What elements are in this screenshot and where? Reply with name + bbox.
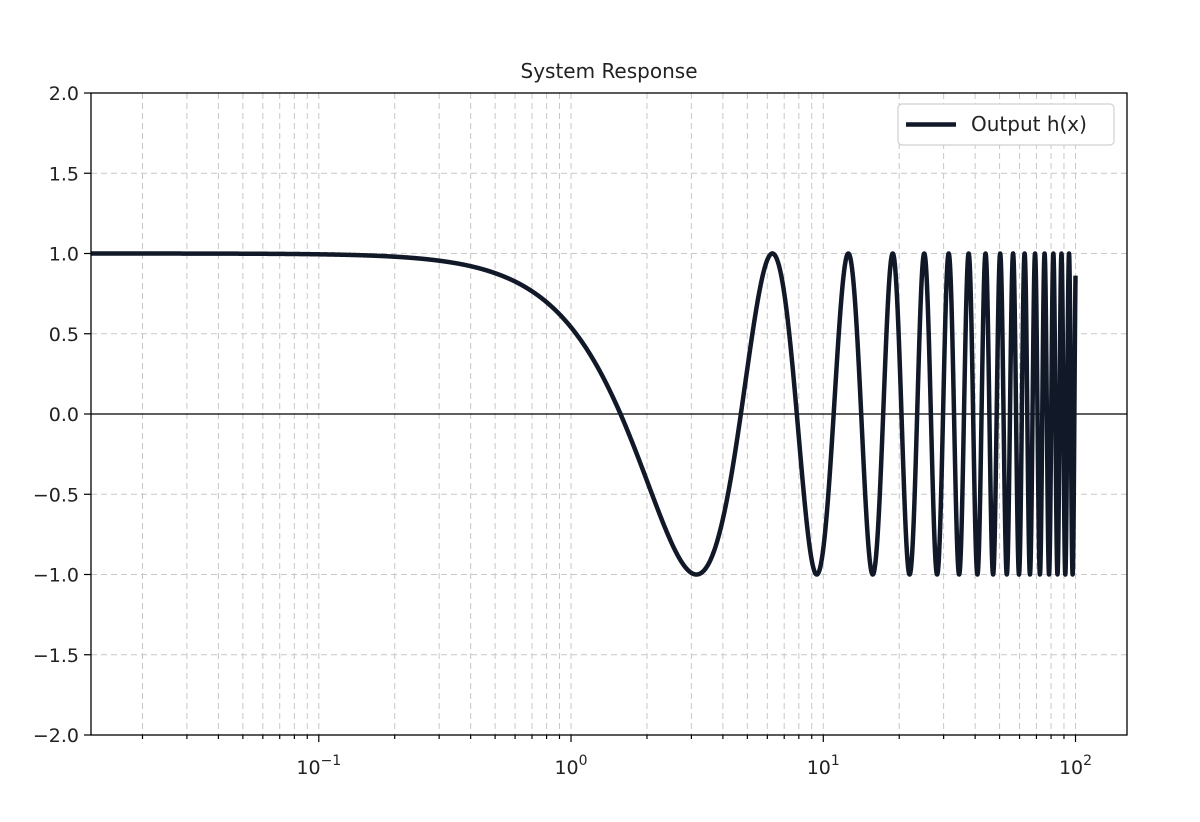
y-tick-label: 1.0 xyxy=(49,244,79,266)
y-tick-label: 0.0 xyxy=(49,404,79,426)
series-line-output xyxy=(88,251,1078,577)
y-tick-label: 2.0 xyxy=(49,83,79,105)
y-tick-label: −2.0 xyxy=(33,725,79,747)
y-tick-label: 1.5 xyxy=(49,163,79,185)
legend-label-output: Output h(x) xyxy=(971,112,1087,136)
series-layer xyxy=(88,251,1078,577)
x-tick-label: 102 xyxy=(1059,753,1092,779)
axis-ticks: 2.0 1.5 1.0 0.5 0.0 −0.5 −1.0 −1.5 −2.0 10−1 100 10… xyxy=(33,83,1092,779)
y-tick-label: −0.5 xyxy=(33,484,79,506)
y-tick-label: −1.0 xyxy=(33,565,79,587)
y-tick-label: −1.5 xyxy=(33,645,79,667)
legend-box xyxy=(897,103,1115,146)
y-tick-label: 0.5 xyxy=(49,324,79,346)
x-tick-label: 10−1 xyxy=(296,753,341,779)
x-tick-label: 100 xyxy=(554,753,587,779)
x-tick-label: 101 xyxy=(807,753,840,779)
chart-title: System Response xyxy=(521,59,698,83)
legend: Output h(x) xyxy=(897,103,1115,146)
